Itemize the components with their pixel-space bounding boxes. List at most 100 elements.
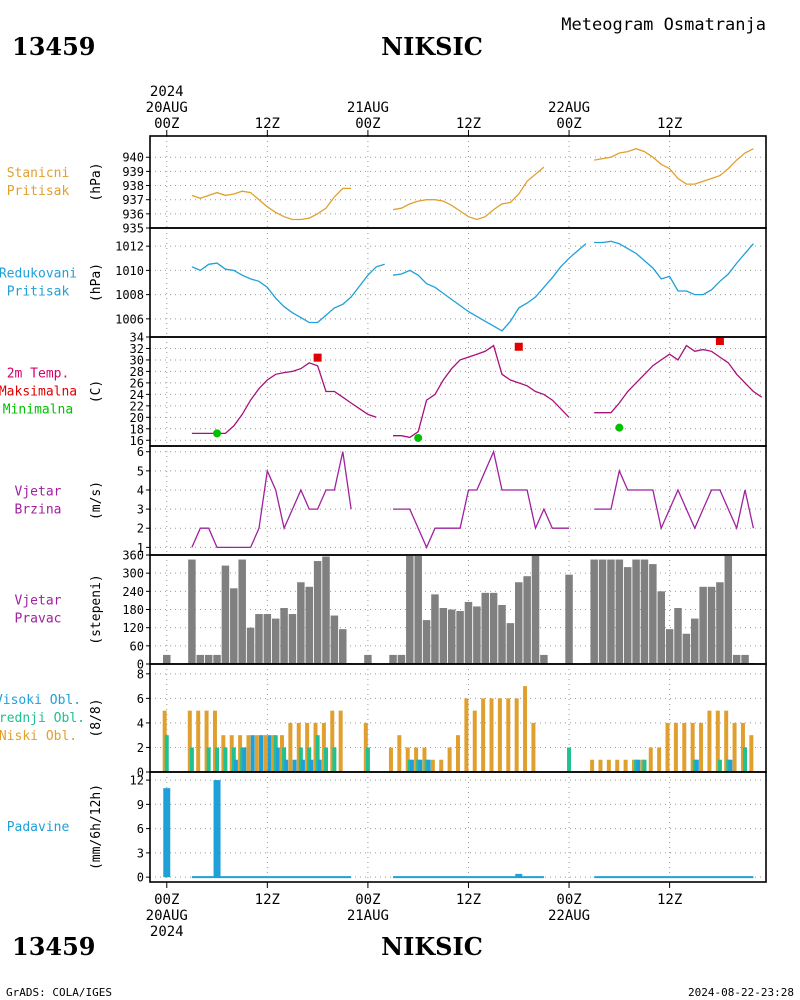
bar [330, 710, 335, 772]
y-tick-label: 6 [137, 692, 144, 706]
bar [212, 710, 217, 772]
station-id-top: 13459 [12, 32, 96, 61]
bar [481, 592, 489, 664]
bar [648, 747, 653, 772]
bar [407, 759, 412, 772]
plot-area [163, 780, 754, 879]
series-line [393, 344, 570, 439]
bar [317, 759, 322, 772]
series-line [594, 148, 754, 185]
y-tick-label: 3 [137, 503, 144, 517]
y-tick-label: 26 [130, 376, 144, 390]
bar [162, 710, 167, 772]
bar [632, 759, 636, 772]
bar [464, 698, 469, 772]
bar [472, 710, 477, 772]
x-tick-label-top: 21AUG [347, 100, 389, 116]
y-tick-label: 938 [122, 179, 144, 193]
panel-label: Padavine [7, 820, 70, 835]
panel-frame [149, 771, 767, 883]
series-line [392, 166, 545, 221]
bar [657, 747, 662, 772]
product-title: Meteogram Osmatranja [561, 15, 766, 35]
bar [640, 759, 645, 772]
bar [250, 735, 255, 772]
y-tick-label: 240 [122, 585, 144, 599]
panel-5: (stepeni) [89, 554, 767, 665]
y-axis-label: (m/s) [89, 481, 104, 520]
bar [255, 614, 263, 664]
min-temp-marker [213, 429, 222, 438]
panel-2: (hPa) [89, 227, 767, 338]
y-tick-label: 0 [137, 871, 144, 885]
y-tick-label: 20 [130, 411, 144, 425]
panel-label: Vjetar [15, 594, 62, 609]
bar [275, 747, 280, 772]
bar [238, 735, 243, 772]
bar [540, 654, 548, 664]
bar [189, 747, 194, 772]
bar [229, 735, 234, 772]
bar [623, 567, 632, 664]
bar [607, 559, 615, 664]
y-tick-label: 1008 [115, 288, 144, 302]
bar [288, 614, 297, 664]
x-tick-label-top: 22AUG [548, 100, 590, 116]
series-line [594, 240, 754, 296]
bar [707, 586, 716, 664]
bar [732, 722, 737, 772]
bar [339, 629, 347, 664]
bar [615, 759, 620, 772]
bar [223, 747, 228, 772]
bar [418, 759, 423, 772]
bar [439, 607, 448, 664]
bar [221, 735, 226, 772]
bar [397, 735, 402, 772]
bar [332, 747, 337, 772]
x-tick-label-bottom: 12Z [456, 892, 481, 908]
y-tick-label: 30 [130, 353, 144, 367]
bar [422, 747, 427, 772]
panel-label: Maksimalna [0, 385, 77, 400]
bar [715, 710, 720, 772]
y-tick-label: 2 [137, 522, 144, 536]
series-line [191, 362, 377, 435]
bar [590, 559, 598, 664]
y-tick-label: 2 [137, 741, 144, 755]
station-id-bottom: 13459 [12, 932, 96, 961]
bar [288, 722, 293, 772]
y-tick-label: 24 [130, 388, 144, 402]
panel-label: Vjetar [15, 485, 62, 500]
bar [732, 654, 741, 664]
bar [246, 735, 251, 772]
bar [363, 722, 368, 772]
bar [263, 735, 268, 772]
panel-label: 2m Temp. [7, 367, 70, 382]
y-tick-label: 940 [122, 151, 144, 165]
bar [164, 735, 169, 772]
bar [313, 561, 322, 664]
y-tick-label: 360 [122, 549, 144, 563]
bar [724, 710, 729, 772]
bar [365, 747, 370, 772]
panel-frame [149, 135, 767, 229]
panel-4: (m/s) [89, 445, 767, 556]
bar [657, 591, 665, 664]
y-axis-label: (C) [89, 380, 104, 403]
bar [163, 788, 171, 878]
series-line [191, 262, 385, 324]
bar [163, 654, 171, 664]
y-tick-label: 6 [137, 822, 144, 836]
x-tick-label-top: 2024 [150, 84, 184, 100]
panel-label: Visoki Obl. [0, 693, 81, 708]
x-tick-label-bottom: 2024 [150, 924, 184, 940]
bar [489, 592, 498, 664]
x-tick-label-top: 00Z [556, 116, 581, 132]
x-tick-label-bottom: 00Z [154, 892, 179, 908]
y-tick-label: 32 [130, 342, 144, 356]
y-tick-label: 4 [137, 716, 144, 730]
bar [414, 555, 422, 664]
bar [213, 654, 221, 664]
bar [565, 574, 573, 664]
bar [422, 620, 431, 664]
